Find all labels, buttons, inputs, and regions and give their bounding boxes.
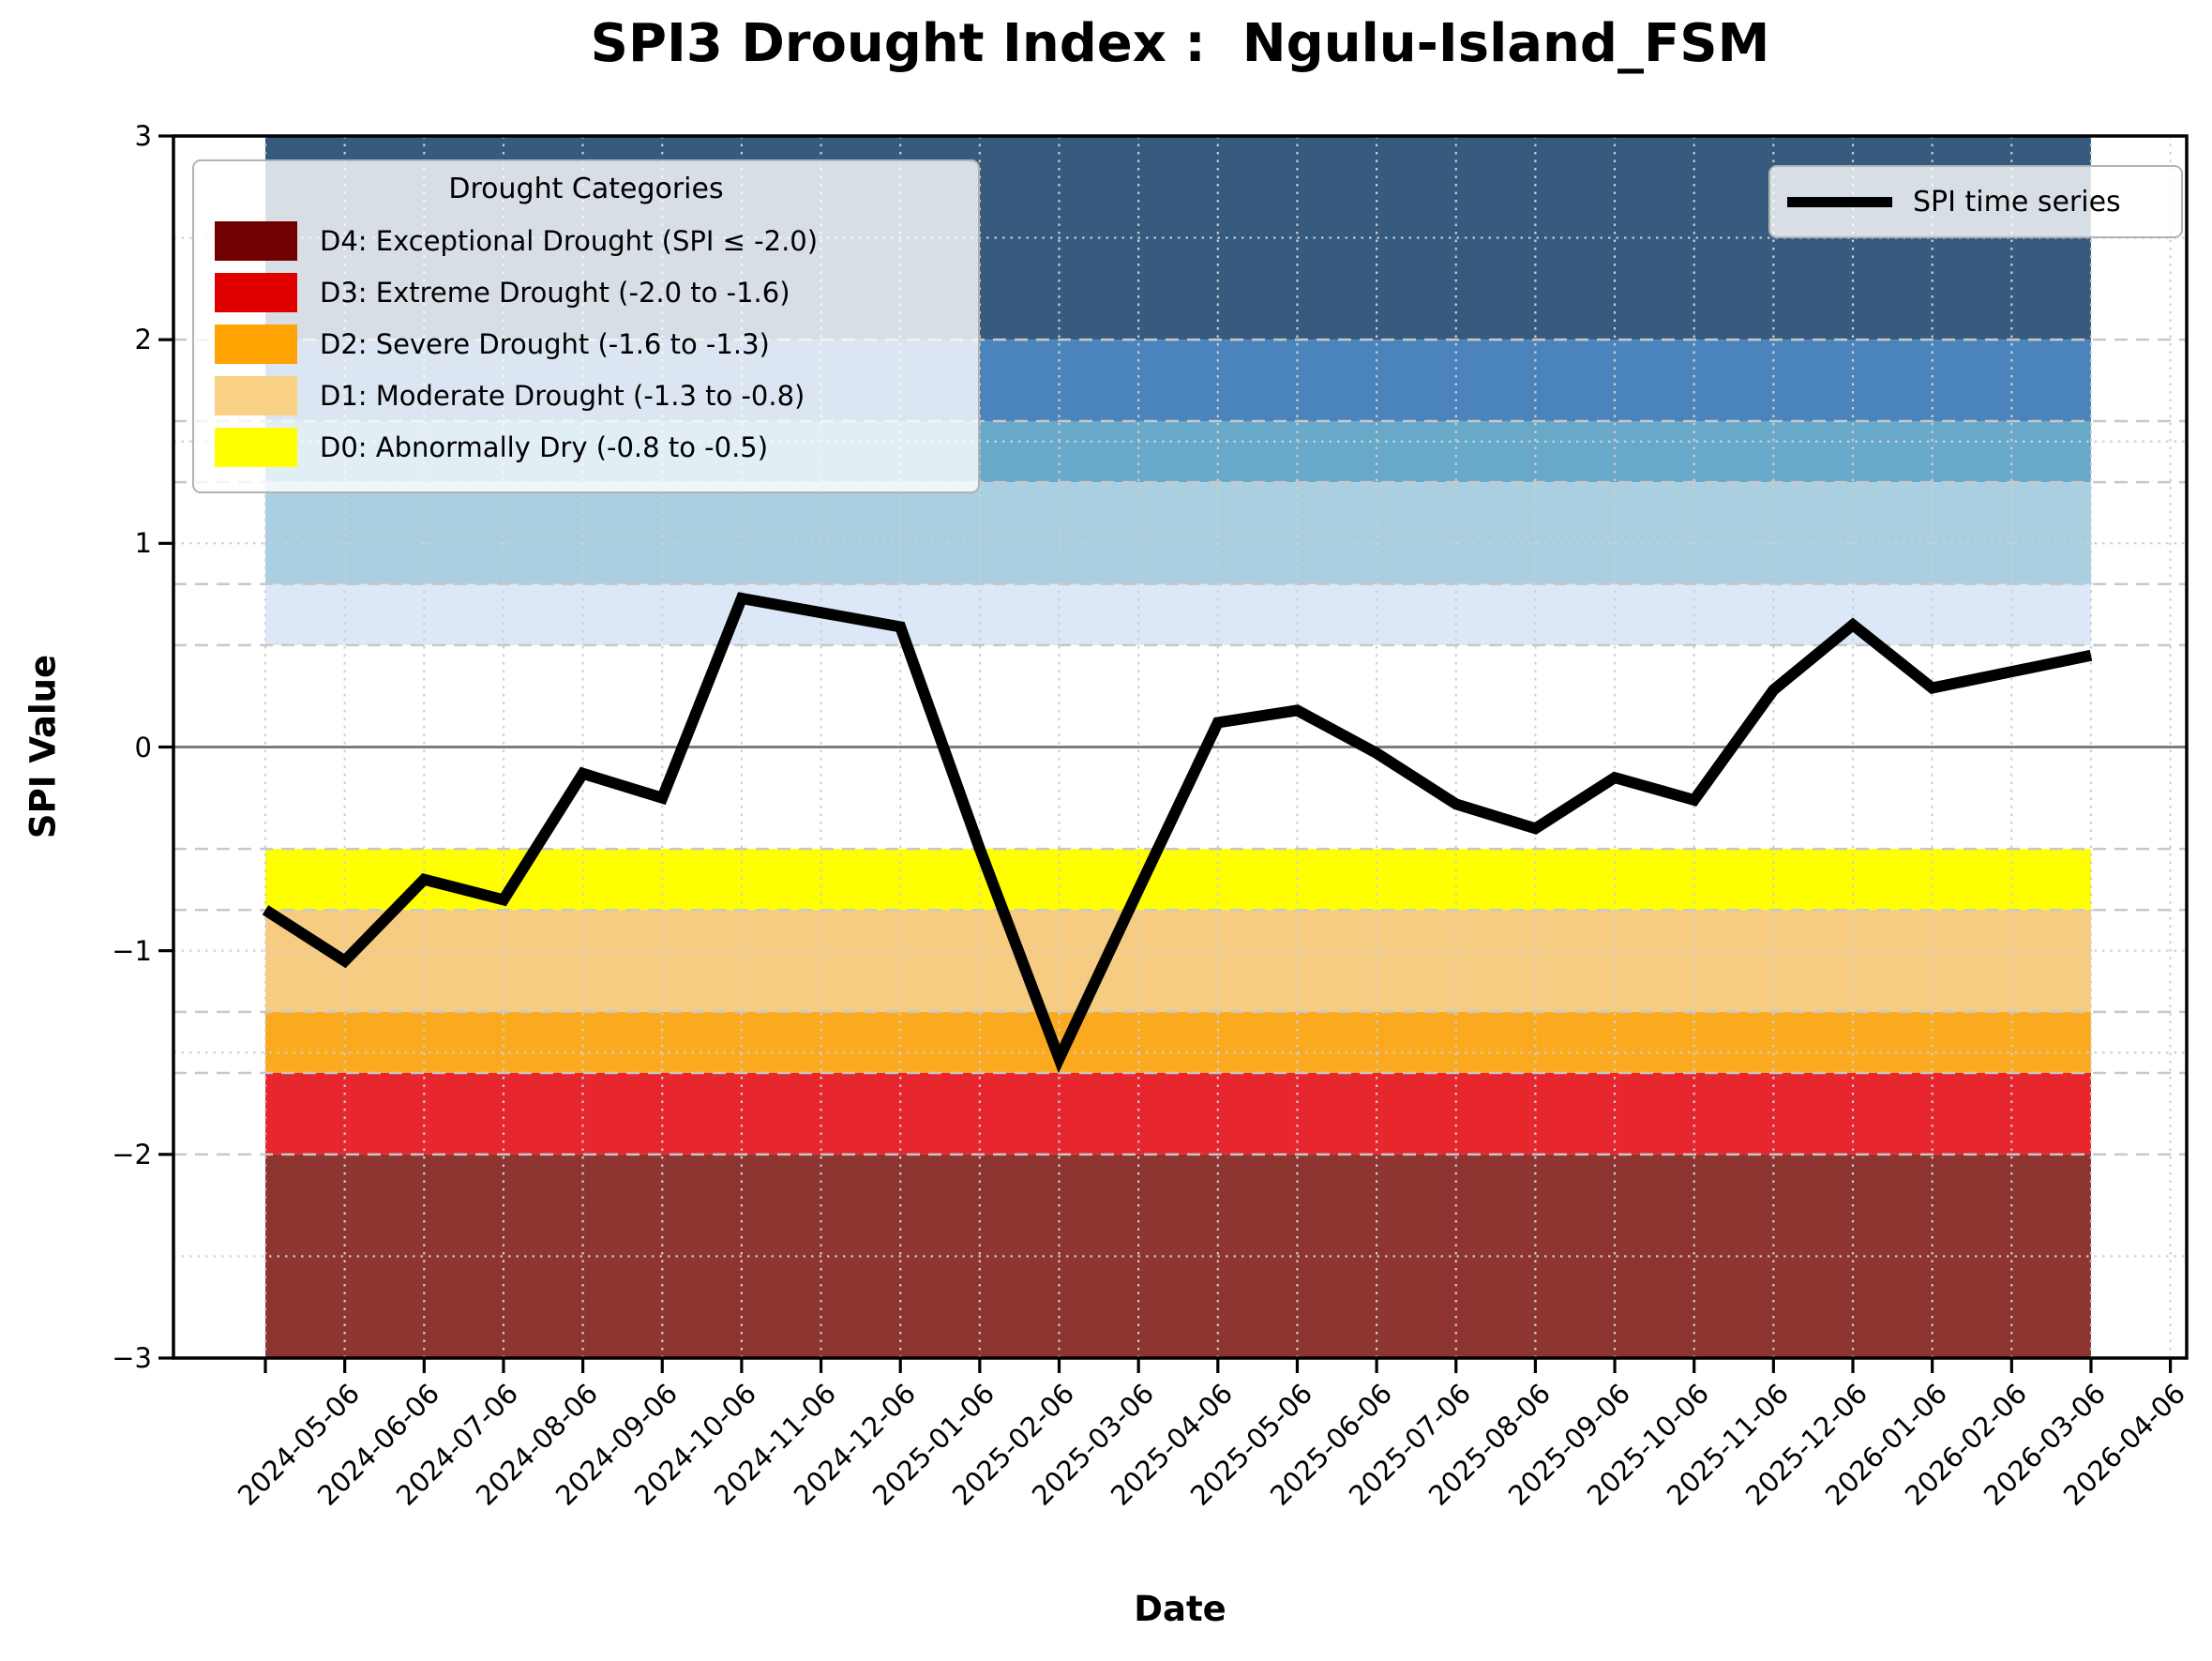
legend-row: D2: Severe Drought (-1.6 to -1.3): [194, 318, 978, 370]
legend-row: D0: Abnormally Dry (-0.8 to -0.5): [194, 421, 978, 473]
y-tick-label: −3: [112, 1342, 152, 1374]
chart-title: SPI3 Drought Index : Ngulu-Island_FSM: [590, 13, 1770, 74]
drought-band-3: [265, 482, 2091, 584]
legend-row: D4: Exceptional Drought (SPI ≤ -2.0): [194, 215, 978, 266]
spi-series-label: SPI time series: [1913, 185, 2121, 219]
legend-row: D1: Moderate Drought (-1.3 to -0.8): [194, 370, 978, 421]
legend-row: D3: Extreme Drought (-2.0 to -1.6): [194, 266, 978, 318]
legend-row-label: D1: Moderate Drought (-1.3 to -0.8): [320, 379, 805, 412]
y-tick-label: 1: [134, 527, 152, 560]
spi-series-legend: SPI time series: [1768, 165, 2183, 238]
y-tick-label: −1: [112, 934, 152, 967]
drought-band-4: [265, 583, 2091, 645]
y-tick-label: 2: [134, 324, 152, 356]
legend-row-label: D3: Extreme Drought (-2.0 to -1.6): [320, 276, 790, 309]
y-tick-label: 3: [134, 120, 152, 152]
legend-swatch-icon: [215, 272, 297, 312]
drought-band-5: [265, 849, 2091, 911]
legend-row-label: D2: Severe Drought (-1.6 to -1.3): [320, 327, 770, 360]
x-axis-label: Date: [1134, 1589, 1226, 1629]
legend-row-label: D4: Exceptional Drought (SPI ≤ -2.0): [320, 224, 819, 257]
legend-row-label: D0: Abnormally Dry (-0.8 to -0.5): [320, 430, 769, 463]
y-tick-label: 0: [134, 731, 152, 763]
legend-swatch-icon: [215, 220, 297, 261]
legend-title: Drought Categories: [448, 173, 724, 205]
spi-line: [262, 592, 2093, 1074]
y-axis-label: SPI Value: [23, 654, 64, 839]
spi-line-sample-icon: [1787, 196, 1892, 207]
legend-swatch-icon: [215, 375, 297, 415]
drought-band-8: [265, 1072, 2091, 1155]
legend-swatch-icon: [215, 324, 297, 364]
drought-band-6: [265, 910, 2091, 1012]
y-tick-label: −2: [112, 1138, 152, 1170]
drought-categories-legend: Drought Categories D4: Exceptional Droug…: [192, 159, 980, 493]
legend-swatch-icon: [215, 427, 297, 467]
drought-band-7: [265, 1011, 2091, 1073]
legend-rows: D4: Exceptional Drought (SPI ≤ -2.0) D3: …: [194, 215, 978, 473]
